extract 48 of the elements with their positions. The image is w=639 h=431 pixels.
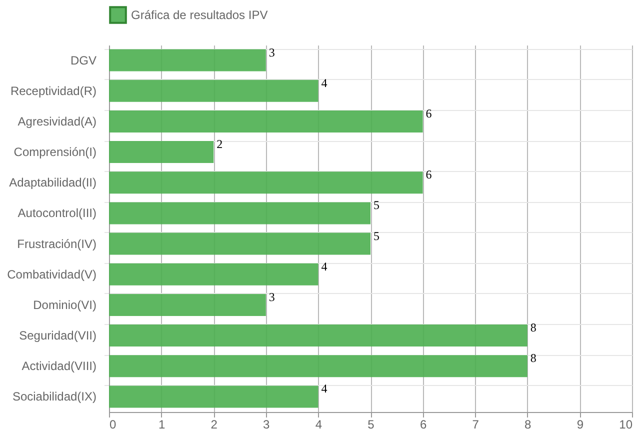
x-tick-label: 6 bbox=[420, 418, 427, 431]
bar bbox=[109, 355, 528, 378]
data-label: 3 bbox=[268, 290, 275, 304]
y-tick-label: Agresividad(A) bbox=[18, 114, 96, 128]
bar bbox=[109, 202, 370, 224]
y-tick-label: Comprensión(I) bbox=[14, 145, 96, 160]
bar bbox=[109, 80, 318, 102]
y-tick-label: Frustración(IV) bbox=[17, 236, 96, 251]
y-tick-label: Adaptabilidad(II) bbox=[9, 176, 96, 190]
bar bbox=[109, 110, 423, 132]
data-label: 5 bbox=[374, 228, 380, 243]
y-tick-label: Actividad(VIII) bbox=[22, 359, 96, 374]
x-tick-label: 2 bbox=[210, 418, 218, 431]
bar bbox=[109, 263, 318, 286]
x-tick-label: 7 bbox=[472, 418, 480, 431]
x-tick-label: 8 bbox=[524, 418, 532, 431]
bar bbox=[109, 386, 318, 408]
x-tick-label: 1 bbox=[158, 418, 166, 431]
data-label: 4 bbox=[321, 259, 328, 274]
y-tick-label: Combatividad(V) bbox=[7, 267, 96, 282]
data-label: 6 bbox=[426, 168, 432, 182]
x-tick-label: 9 bbox=[576, 418, 584, 431]
data-label: 6 bbox=[426, 106, 432, 120]
bar bbox=[109, 49, 266, 72]
data-label: 4 bbox=[321, 76, 328, 90]
x-tick-label: 4 bbox=[315, 418, 322, 431]
data-label: 5 bbox=[374, 198, 380, 212]
y-tick-label: Receptividad(R) bbox=[10, 84, 96, 98]
bar bbox=[109, 141, 214, 164]
y-tick-label: Dominio(VI) bbox=[33, 298, 96, 312]
y-tick-label: Autocontrol(III) bbox=[18, 206, 96, 220]
y-tick-label: Sociabilidad(IX) bbox=[12, 390, 96, 404]
x-tick-label: 0 bbox=[110, 418, 116, 431]
bar bbox=[109, 294, 266, 316]
data-label: 8 bbox=[530, 320, 536, 335]
y-tick-label: Seguridad(VII) bbox=[19, 328, 96, 343]
bar bbox=[109, 324, 528, 347]
legend-label: Gráfica de resultados IPV bbox=[131, 8, 268, 22]
bar bbox=[109, 232, 370, 255]
data-label: 2 bbox=[216, 137, 223, 152]
data-label: 4 bbox=[321, 382, 328, 396]
y-tick-label: DGV bbox=[70, 53, 96, 68]
x-tick-label: 10 bbox=[619, 418, 633, 431]
x-tick-label: 3 bbox=[263, 418, 270, 431]
data-label: 8 bbox=[530, 351, 536, 366]
data-label: 3 bbox=[268, 45, 275, 60]
bar bbox=[109, 172, 423, 194]
x-tick-label: 5 bbox=[368, 418, 375, 431]
